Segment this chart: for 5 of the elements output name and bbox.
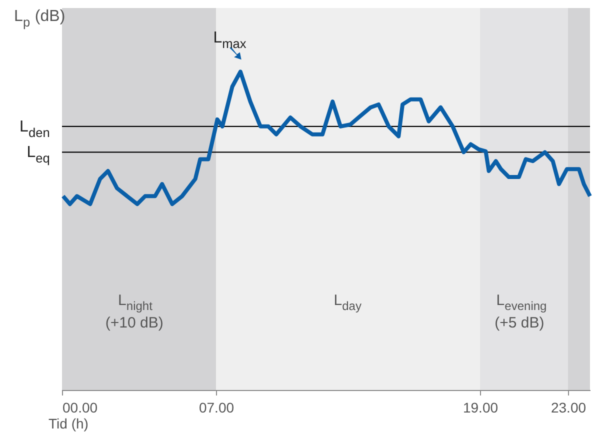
x-tick-label: 00.00	[62, 400, 98, 416]
x-tick-label: 07.00	[198, 400, 234, 416]
x-tick-label: 19.00	[462, 400, 498, 416]
x-axis-title: Tid (h)	[48, 416, 88, 432]
x-tick-label: 23.00	[550, 400, 586, 416]
